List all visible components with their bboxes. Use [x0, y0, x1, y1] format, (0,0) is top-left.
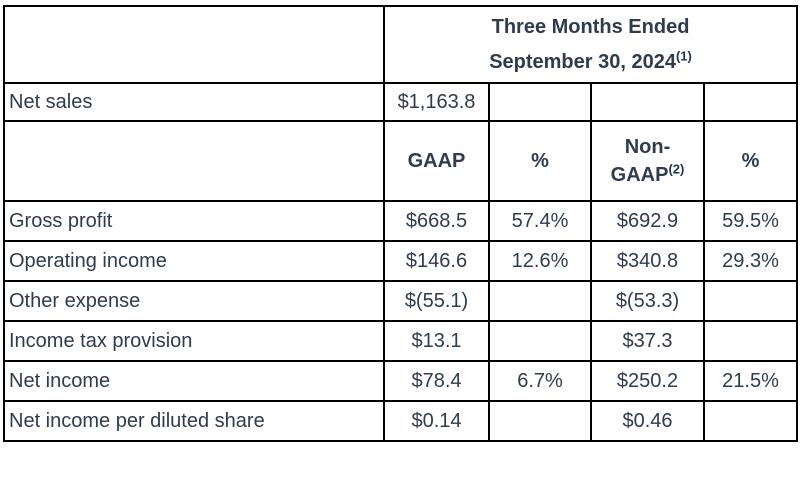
gaap-pct	[488, 280, 592, 322]
period-header-line2-wrap: September 30, 2024(1)	[389, 45, 792, 80]
empty-cell	[702, 82, 799, 122]
row-label: Net income	[3, 360, 385, 402]
net-sales-row: Net sales $1,163.8	[3, 82, 799, 122]
non-gaap-column-header: Non- GAAP(2)	[590, 120, 705, 202]
row-label: Gross profit	[3, 200, 385, 242]
gaap-column-header: GAAP	[383, 120, 490, 202]
empty-corner-cell	[3, 5, 385, 84]
column-header-row: GAAP % Non- GAAP(2) %	[3, 120, 799, 202]
table-row-net-income-per-diluted-share: Net income per diluted share $0.14 $0.46	[3, 400, 799, 442]
gaap-pct	[488, 400, 592, 442]
financial-results-table: Three Months Ended September 30, 2024(1)…	[3, 5, 799, 442]
non-gaap-value: $(53.3)	[590, 280, 705, 322]
non-gaap-header-line2: GAAP	[610, 164, 669, 186]
non-gaap-pct	[702, 400, 799, 442]
empty-cell	[488, 82, 592, 122]
table-row-operating-income: Operating income $146.6 12.6% $340.8 29.…	[3, 240, 799, 282]
non-gaap-value: $692.9	[590, 200, 705, 242]
gaap-value: $13.1	[383, 320, 490, 362]
row-label: Operating income	[3, 240, 385, 282]
gaap-value: $146.6	[383, 240, 490, 282]
footnote-1-marker: (1)	[675, 47, 692, 63]
non-gaap-pct: 59.5%	[702, 200, 799, 242]
non-gaap-pct: 29.3%	[702, 240, 799, 282]
non-gaap-pct	[702, 280, 799, 322]
period-header-line1: Three Months Ended	[491, 15, 690, 38]
gaap-pct: 12.6%	[488, 240, 592, 282]
non-gaap-value: $340.8	[590, 240, 705, 282]
gaap-value: $(55.1)	[383, 280, 490, 322]
row-label: Other expense	[3, 280, 385, 322]
gaap-pct	[488, 320, 592, 362]
non-gaap-header-line2-wrap: GAAP(2)	[596, 161, 699, 189]
table-row-income-tax-provision: Income tax provision $13.1 $37.3	[3, 320, 799, 362]
gaap-value: $668.5	[383, 200, 490, 242]
period-header-row: Three Months Ended September 30, 2024(1)	[3, 5, 799, 84]
table-row-net-income: Net income $78.4 6.7% $250.2 21.5%	[3, 360, 799, 402]
gaap-pct: 57.4%	[488, 200, 592, 242]
empty-cell	[3, 120, 385, 202]
table-row-gross-profit: Gross profit $668.5 57.4% $692.9 59.5%	[3, 200, 799, 242]
gaap-pct-column-header: %	[488, 120, 592, 202]
row-label: Net sales	[3, 82, 385, 122]
non-gaap-value: $0.46	[590, 400, 705, 442]
empty-cell	[590, 82, 705, 122]
gaap-value: $0.14	[383, 400, 490, 442]
non-gaap-value: $250.2	[590, 360, 705, 402]
gaap-pct: 6.7%	[488, 360, 592, 402]
gaap-value: $78.4	[383, 360, 490, 402]
non-gaap-pct: 21.5%	[702, 360, 799, 402]
table-row-other-expense: Other expense $(55.1) $(53.3)	[3, 280, 799, 322]
footnote-2-marker: (2)	[668, 161, 685, 177]
non-gaap-value: $37.3	[590, 320, 705, 362]
period-header-cell: Three Months Ended September 30, 2024(1)	[382, 5, 799, 84]
period-header-line2: September 30, 2024	[489, 50, 676, 73]
row-label: Net income per diluted share	[3, 400, 385, 442]
non-gaap-header-line1: Non-	[624, 136, 671, 158]
non-gaap-pct-column-header: %	[702, 120, 799, 202]
net-sales-value: $1,163.8	[383, 82, 490, 122]
row-label: Income tax provision	[3, 320, 385, 362]
non-gaap-pct	[702, 320, 799, 362]
